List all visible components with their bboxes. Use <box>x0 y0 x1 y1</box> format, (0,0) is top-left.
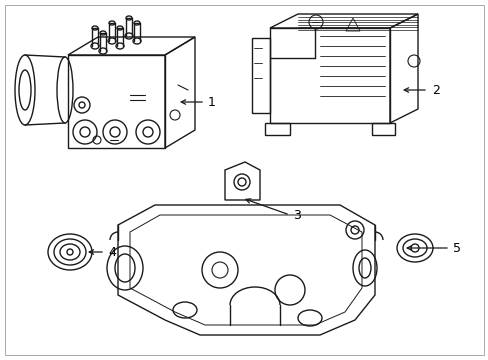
Text: 2: 2 <box>431 84 439 96</box>
Text: 1: 1 <box>207 95 215 108</box>
Text: 4: 4 <box>108 246 116 258</box>
Text: 5: 5 <box>452 242 460 255</box>
Text: 3: 3 <box>292 208 300 221</box>
